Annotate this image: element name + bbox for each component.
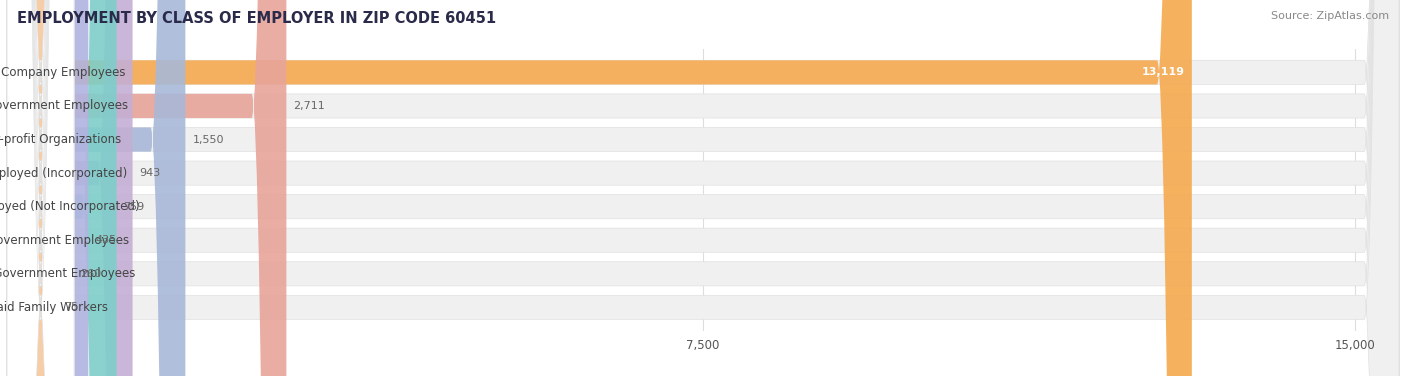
- Text: 260: 260: [80, 269, 101, 279]
- FancyBboxPatch shape: [7, 0, 1399, 376]
- FancyBboxPatch shape: [7, 0, 1399, 376]
- Text: Private Company Employees: Private Company Employees: [0, 66, 125, 79]
- FancyBboxPatch shape: [7, 0, 75, 376]
- FancyBboxPatch shape: [7, 0, 287, 376]
- Text: 759: 759: [124, 202, 145, 212]
- FancyBboxPatch shape: [7, 0, 1399, 376]
- FancyBboxPatch shape: [7, 0, 1192, 376]
- FancyBboxPatch shape: [7, 0, 1399, 376]
- Text: 13,119: 13,119: [1142, 67, 1185, 77]
- FancyBboxPatch shape: [7, 0, 75, 376]
- Text: 435: 435: [96, 235, 117, 245]
- Text: Self-Employed (Incorporated): Self-Employed (Incorporated): [0, 167, 127, 180]
- Text: 2,711: 2,711: [294, 101, 325, 111]
- FancyBboxPatch shape: [7, 0, 75, 376]
- FancyBboxPatch shape: [7, 0, 75, 376]
- Text: State Government Employees: State Government Employees: [0, 234, 129, 247]
- Text: Not-for-profit Organizations: Not-for-profit Organizations: [0, 133, 122, 146]
- FancyBboxPatch shape: [7, 0, 117, 376]
- FancyBboxPatch shape: [7, 0, 186, 376]
- Text: Federal Government Employees: Federal Government Employees: [0, 267, 135, 280]
- FancyBboxPatch shape: [7, 0, 73, 376]
- FancyBboxPatch shape: [7, 0, 1399, 376]
- Text: 75: 75: [65, 302, 79, 312]
- FancyBboxPatch shape: [7, 0, 1399, 376]
- Text: EMPLOYMENT BY CLASS OF EMPLOYER IN ZIP CODE 60451: EMPLOYMENT BY CLASS OF EMPLOYER IN ZIP C…: [17, 11, 496, 26]
- FancyBboxPatch shape: [7, 0, 75, 376]
- Text: Local Government Employees: Local Government Employees: [0, 99, 128, 112]
- FancyBboxPatch shape: [7, 0, 75, 376]
- FancyBboxPatch shape: [7, 0, 58, 376]
- Text: 1,550: 1,550: [193, 135, 224, 144]
- FancyBboxPatch shape: [7, 0, 89, 376]
- FancyBboxPatch shape: [7, 0, 75, 376]
- FancyBboxPatch shape: [7, 0, 1399, 376]
- Text: Unpaid Family Workers: Unpaid Family Workers: [0, 301, 108, 314]
- FancyBboxPatch shape: [7, 0, 75, 376]
- Text: Source: ZipAtlas.com: Source: ZipAtlas.com: [1271, 11, 1389, 21]
- Text: 943: 943: [139, 168, 160, 178]
- Text: Self-Employed (Not Incorporated): Self-Employed (Not Incorporated): [0, 200, 139, 213]
- FancyBboxPatch shape: [7, 0, 132, 376]
- FancyBboxPatch shape: [7, 0, 1399, 376]
